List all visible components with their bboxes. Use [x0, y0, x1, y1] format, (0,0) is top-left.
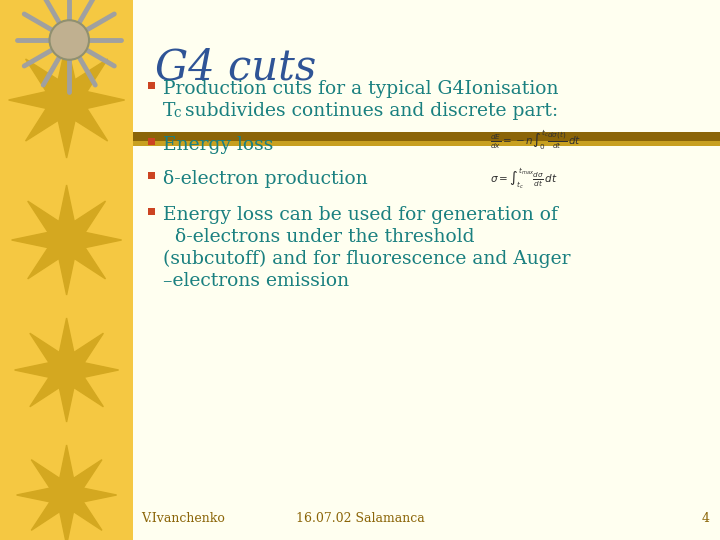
Polygon shape	[9, 42, 125, 158]
Text: V.Ivanchenko: V.Ivanchenko	[141, 511, 225, 524]
Text: Production cuts for a typical G4Ionisation: Production cuts for a typical G4Ionisati…	[163, 80, 559, 98]
Polygon shape	[17, 445, 117, 540]
Text: (subcutoff) and for fluorescence and Auger: (subcutoff) and for fluorescence and Aug…	[163, 250, 571, 268]
Text: Energy loss can be used for generation of: Energy loss can be used for generation o…	[163, 206, 558, 224]
Text: δ-electrons under the threshold: δ-electrons under the threshold	[175, 228, 474, 246]
Bar	[148, 172, 155, 179]
Text: Energy loss: Energy loss	[163, 136, 274, 154]
Bar	[133, 0, 720, 540]
Bar	[133, 141, 720, 146]
Bar	[148, 207, 155, 214]
Text: –electrons emission: –electrons emission	[163, 272, 349, 290]
Text: $\frac{dE}{dx} = -n\int_0^{t_c} \frac{d\sigma(t)}{dt}\,dt$: $\frac{dE}{dx} = -n\int_0^{t_c} \frac{d\…	[490, 128, 581, 152]
Circle shape	[50, 20, 89, 60]
Bar	[0, 0, 133, 540]
Polygon shape	[12, 185, 122, 295]
Bar	[148, 82, 155, 89]
Text: 4: 4	[702, 511, 710, 524]
Text: subdivides continues and discrete part:: subdivides continues and discrete part:	[179, 102, 558, 120]
Text: 16.07.02 Salamanca: 16.07.02 Salamanca	[296, 511, 424, 524]
Text: δ-electron production: δ-electron production	[163, 170, 368, 188]
Text: G4 cuts: G4 cuts	[156, 46, 317, 89]
Text: c: c	[174, 106, 181, 120]
Bar	[148, 138, 155, 145]
Text: T: T	[163, 102, 176, 120]
Bar	[133, 132, 720, 141]
Text: $\sigma = \int_{t_c}^{t_{max}} \frac{d\sigma}{dt}\,dt$: $\sigma = \int_{t_c}^{t_{max}} \frac{d\s…	[490, 166, 557, 191]
Polygon shape	[14, 318, 119, 422]
